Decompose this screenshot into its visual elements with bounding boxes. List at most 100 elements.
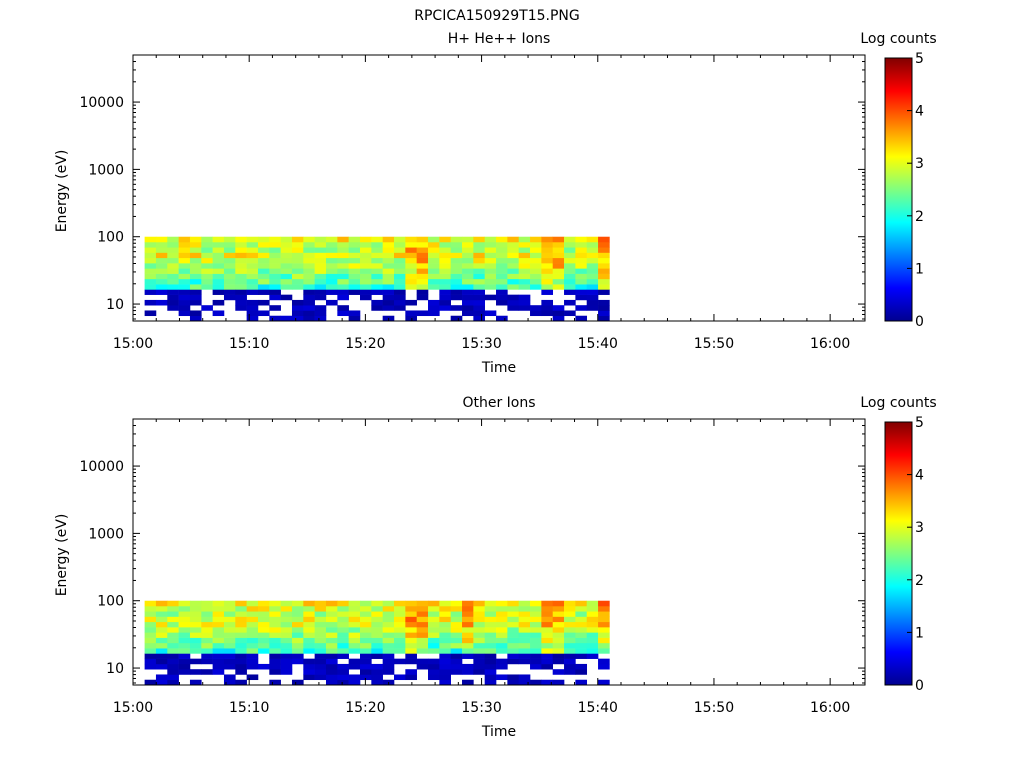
spectrogram-cell — [450, 669, 463, 675]
spectrogram-cell — [280, 669, 293, 675]
spectrogram-cell — [303, 268, 315, 274]
spectrogram-cell — [564, 289, 576, 295]
spectrogram-cell — [473, 611, 485, 617]
spectrogram-cell — [541, 600, 554, 607]
spectrogram-cell — [428, 310, 440, 317]
spectrogram-cell — [269, 247, 281, 253]
spectrogram-cell — [155, 621, 168, 628]
spectrogram-cell — [371, 305, 383, 311]
spectrogram-cell — [598, 299, 610, 306]
spectrogram-cell — [507, 616, 519, 623]
colorbar-tick-label: 5 — [915, 415, 924, 431]
spectrogram-cell — [518, 252, 531, 259]
spectrogram-cell — [541, 268, 554, 274]
spectrogram-cell — [246, 658, 259, 665]
spectrogram-cell — [325, 658, 338, 665]
spectrogram-cell — [541, 605, 554, 612]
spectrogram-cell — [155, 611, 168, 617]
spectrogram-cell — [280, 315, 293, 322]
spectrogram-cell — [450, 637, 463, 644]
spectrogram-cell — [564, 257, 576, 264]
spectrogram-cell — [394, 600, 406, 607]
spectrogram-cell — [212, 289, 225, 295]
spectrogram-cell — [325, 605, 338, 612]
spectrogram-cell — [518, 611, 531, 617]
spectrogram-cell — [178, 278, 191, 285]
spectrogram-cell — [223, 284, 236, 290]
spectrogram-cell — [167, 273, 179, 280]
spectrogram-cell — [405, 284, 417, 290]
spectrogram-cell — [473, 658, 485, 665]
spectrogram-cell — [303, 616, 315, 623]
spectrogram-cell — [541, 616, 554, 623]
spectrogram-cell — [189, 658, 202, 665]
spectrogram-cell — [496, 658, 508, 665]
spectrogram-cell — [371, 637, 383, 644]
spectrogram-cell — [450, 600, 463, 607]
spectrogram-cell — [223, 236, 236, 243]
spectrogram-cell — [507, 257, 519, 264]
spectrogram-cell — [428, 263, 440, 269]
spectrogram-cell — [280, 600, 293, 607]
spectrogram-cell — [371, 632, 383, 638]
spectrogram-cell — [201, 241, 213, 248]
spectrogram-cell — [564, 241, 576, 248]
spectrogram-cell — [314, 611, 327, 617]
spectrogram-cell — [178, 669, 191, 675]
spectrogram-cell — [462, 241, 474, 248]
spectrogram-cell — [201, 627, 213, 633]
spectrogram-cell — [314, 315, 327, 322]
spectrogram-cell — [303, 236, 315, 243]
spectrogram-cell — [280, 653, 293, 659]
spectrogram-cell — [178, 600, 191, 607]
spectrogram-cell — [325, 257, 338, 264]
spectrogram-cell — [167, 679, 179, 686]
spectrogram-cell — [450, 273, 463, 280]
spectrogram-cell — [167, 600, 179, 607]
spectrogram-cell — [473, 294, 485, 301]
spectrogram-cell — [564, 247, 576, 253]
spectrogram-cell — [337, 252, 349, 259]
spectrogram-cell — [360, 600, 372, 607]
spectrogram-cell — [530, 632, 542, 638]
spectrogram-cell — [223, 648, 236, 654]
spectrogram-cell — [450, 658, 463, 665]
spectrogram-cell — [314, 236, 327, 243]
spectrogram-cell — [416, 284, 429, 290]
spectrogram-cell — [348, 236, 361, 243]
spectrogram-cell — [189, 600, 202, 607]
spectrogram-cell — [269, 669, 281, 675]
spectrogram-cell — [439, 268, 451, 274]
spectrogram-cell — [575, 616, 588, 623]
spectrogram-cell — [462, 299, 474, 306]
spectrogram-cell — [552, 669, 565, 675]
spectrogram-cell — [541, 252, 554, 259]
spectrogram-cell — [530, 653, 542, 659]
spectrogram-cell — [541, 621, 554, 628]
spectrogram-cell — [246, 315, 259, 322]
spectrogram-cell — [405, 637, 417, 644]
spectrogram-cell — [325, 616, 338, 623]
spectrogram-cell — [428, 273, 440, 280]
spectrogram-cell — [178, 273, 191, 280]
spectrogram-cell — [269, 611, 281, 617]
spectrogram-cell — [212, 278, 225, 285]
spectrogram-cell — [314, 669, 327, 675]
spectrogram-cell — [314, 621, 327, 628]
spectrogram-cell — [303, 674, 315, 681]
spectrogram-cell — [439, 294, 451, 301]
spectrogram-cell — [382, 663, 395, 670]
spectrogram-cell — [462, 273, 474, 280]
spectrogram-cell — [394, 294, 406, 301]
spectrogram-cell — [586, 294, 599, 301]
spectrogram-cell — [235, 605, 247, 612]
spectrogram-cell — [155, 263, 168, 269]
spectrogram-cell — [348, 679, 361, 686]
spectrogram-cell — [598, 252, 610, 259]
spectrogram-cell — [155, 679, 168, 686]
spectrogram-cell — [541, 273, 554, 280]
spectrogram-cell — [462, 247, 474, 253]
spectrogram-cell — [223, 278, 236, 285]
spectrogram-cell — [484, 674, 497, 681]
spectrogram-cell — [269, 679, 281, 686]
